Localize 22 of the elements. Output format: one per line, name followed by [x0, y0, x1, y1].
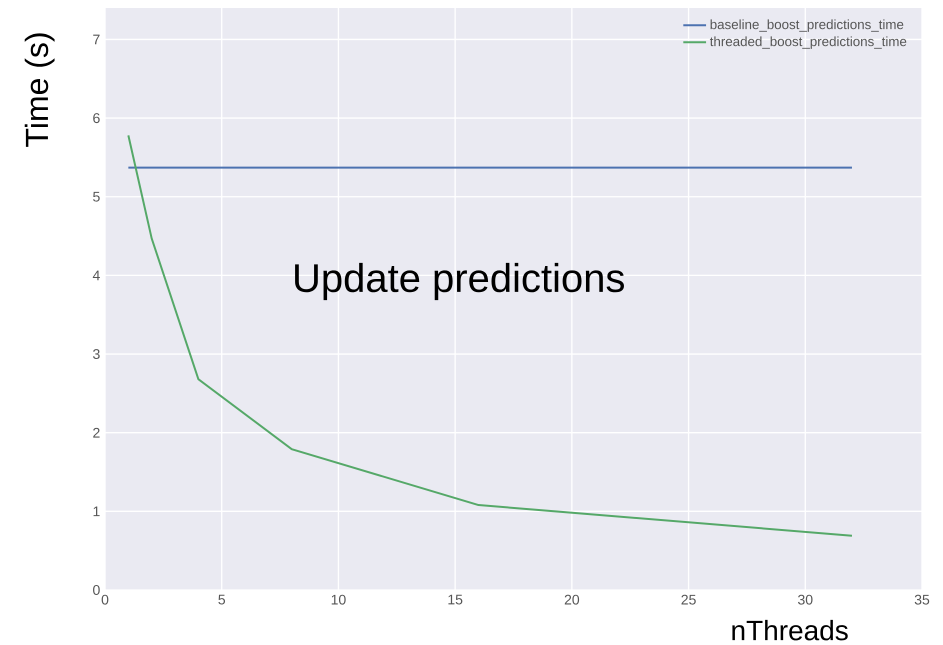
x-axis-title: nThreads [732, 620, 848, 640]
x-tick-label: 25 [681, 594, 696, 605]
y-tick-label: 4 [92, 270, 100, 280]
y-tick-label: 7 [93, 34, 100, 44]
x-tick-label: 5 [218, 594, 226, 604]
x-tick-label: 0 [102, 594, 108, 605]
y-tick-label: 5 [93, 192, 100, 202]
line-series [127, 134, 853, 537]
x-tick-label: 35 [914, 594, 930, 605]
legend-label: threaded_boost_predictions_time [710, 36, 906, 49]
x-tick-label: 15 [448, 594, 462, 604]
y-tick-label: 0 [93, 585, 100, 595]
x-tick-label: 30 [798, 594, 813, 605]
annotation: Update predictions [295, 262, 624, 300]
x-tick-label: 20 [564, 594, 580, 605]
y-tick-label: 3 [93, 349, 100, 360]
y-tick-label: 1 [94, 506, 100, 516]
y-tick-label: 2 [93, 428, 100, 438]
y-tick-label: 6 [93, 113, 100, 124]
legend-label: baseline_boost_predictions_time [710, 19, 904, 32]
x-tick-label: 10 [332, 594, 346, 605]
y-axis-title: Time (s) [24, 33, 55, 147]
